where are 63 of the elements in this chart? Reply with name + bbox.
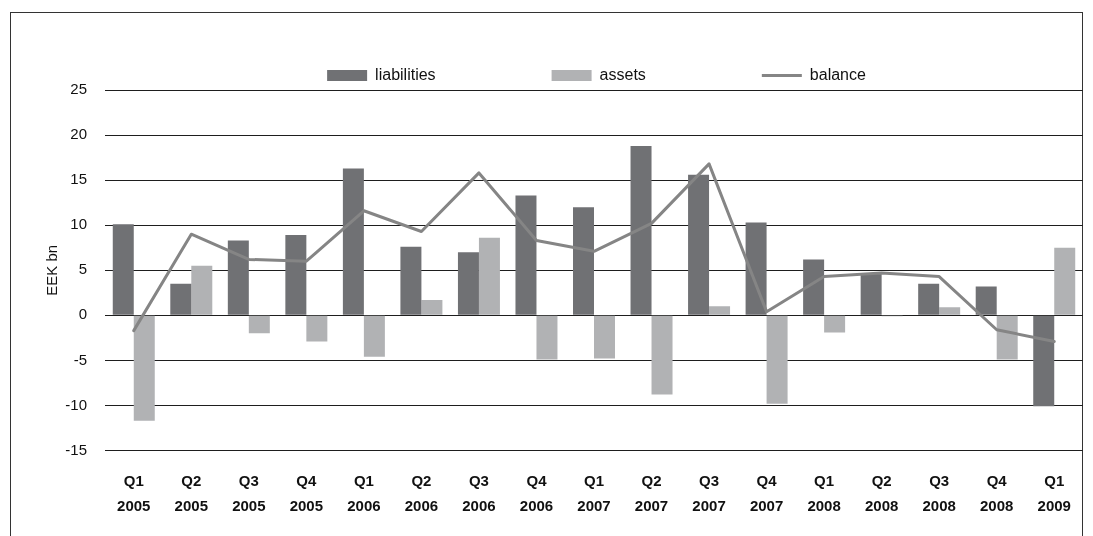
- y-tick-label: 10: [70, 215, 87, 233]
- y-tick-label: 5: [78, 260, 87, 278]
- legend-label: balance: [809, 65, 866, 83]
- x-tick-label: Q3 2005: [232, 472, 266, 514]
- bar: [688, 174, 710, 315]
- bar: [573, 207, 594, 315]
- bar: [421, 299, 443, 315]
- y-tick-label: 15: [70, 170, 87, 188]
- bar: [939, 307, 961, 315]
- x-tick-label: Q1 2006: [347, 472, 381, 514]
- bar: [594, 315, 615, 359]
- x-tick-label: Q2 2005: [174, 472, 208, 514]
- x-tick-label: Q2 2008: [864, 472, 899, 514]
- bar: [191, 265, 213, 315]
- x-tick-label: Q1 2005: [117, 472, 151, 514]
- y-tick-label: 25: [70, 80, 87, 98]
- bar: [478, 237, 500, 315]
- y-tick-label: -15: [65, 440, 87, 458]
- x-tick-label: Q4 2005: [289, 472, 324, 514]
- bar: [133, 315, 155, 421]
- bar: [536, 315, 558, 360]
- bar: [651, 315, 673, 395]
- y-axis-title: EEK bn: [43, 244, 61, 296]
- bar: [918, 283, 940, 315]
- legend-label: liabilities: [375, 65, 436, 83]
- x-tick-label: Q1 2009: [1037, 472, 1071, 514]
- bar: [342, 168, 364, 315]
- y-tick-label: -10: [65, 395, 87, 413]
- bar: [824, 315, 846, 333]
- x-tick-label: Q4 2006: [519, 472, 554, 514]
- bar: [112, 224, 134, 315]
- bar: [363, 315, 385, 357]
- x-tick-label: Q1 2008: [807, 472, 841, 514]
- x-tick-label: Q1 2007: [577, 472, 611, 514]
- bar: [1054, 247, 1076, 315]
- y-tick-label: 20: [70, 125, 87, 143]
- bar: [306, 315, 328, 342]
- bar: [630, 145, 652, 315]
- bar: [975, 286, 997, 315]
- x-tick-label: Q2 2007: [634, 472, 669, 514]
- bar: [248, 315, 270, 334]
- y-tick-label: 0: [78, 305, 87, 323]
- legend-label: assets: [599, 65, 646, 83]
- x-tick-label: Q3 2006: [462, 472, 496, 514]
- bar: [709, 306, 731, 315]
- x-tick-label: Q3 2008: [922, 472, 956, 514]
- bar: [1033, 315, 1055, 407]
- x-tick-label: Q3 2007: [692, 472, 726, 514]
- bar: [285, 235, 307, 315]
- bar: [996, 315, 1018, 360]
- bar: [803, 259, 825, 315]
- bar: [170, 283, 192, 315]
- bar: [457, 252, 479, 315]
- bar: [860, 272, 882, 315]
- x-tick-label: Q2 2006: [404, 472, 439, 514]
- bar: [515, 195, 537, 315]
- bar: [745, 222, 767, 315]
- bar: [227, 240, 249, 315]
- x-tick-label: Q4 2008: [980, 472, 1014, 514]
- x-tick-label: Q4 2007: [749, 472, 784, 514]
- bar: [766, 315, 788, 404]
- y-tick-label: -5: [73, 350, 87, 368]
- bar: [400, 246, 422, 315]
